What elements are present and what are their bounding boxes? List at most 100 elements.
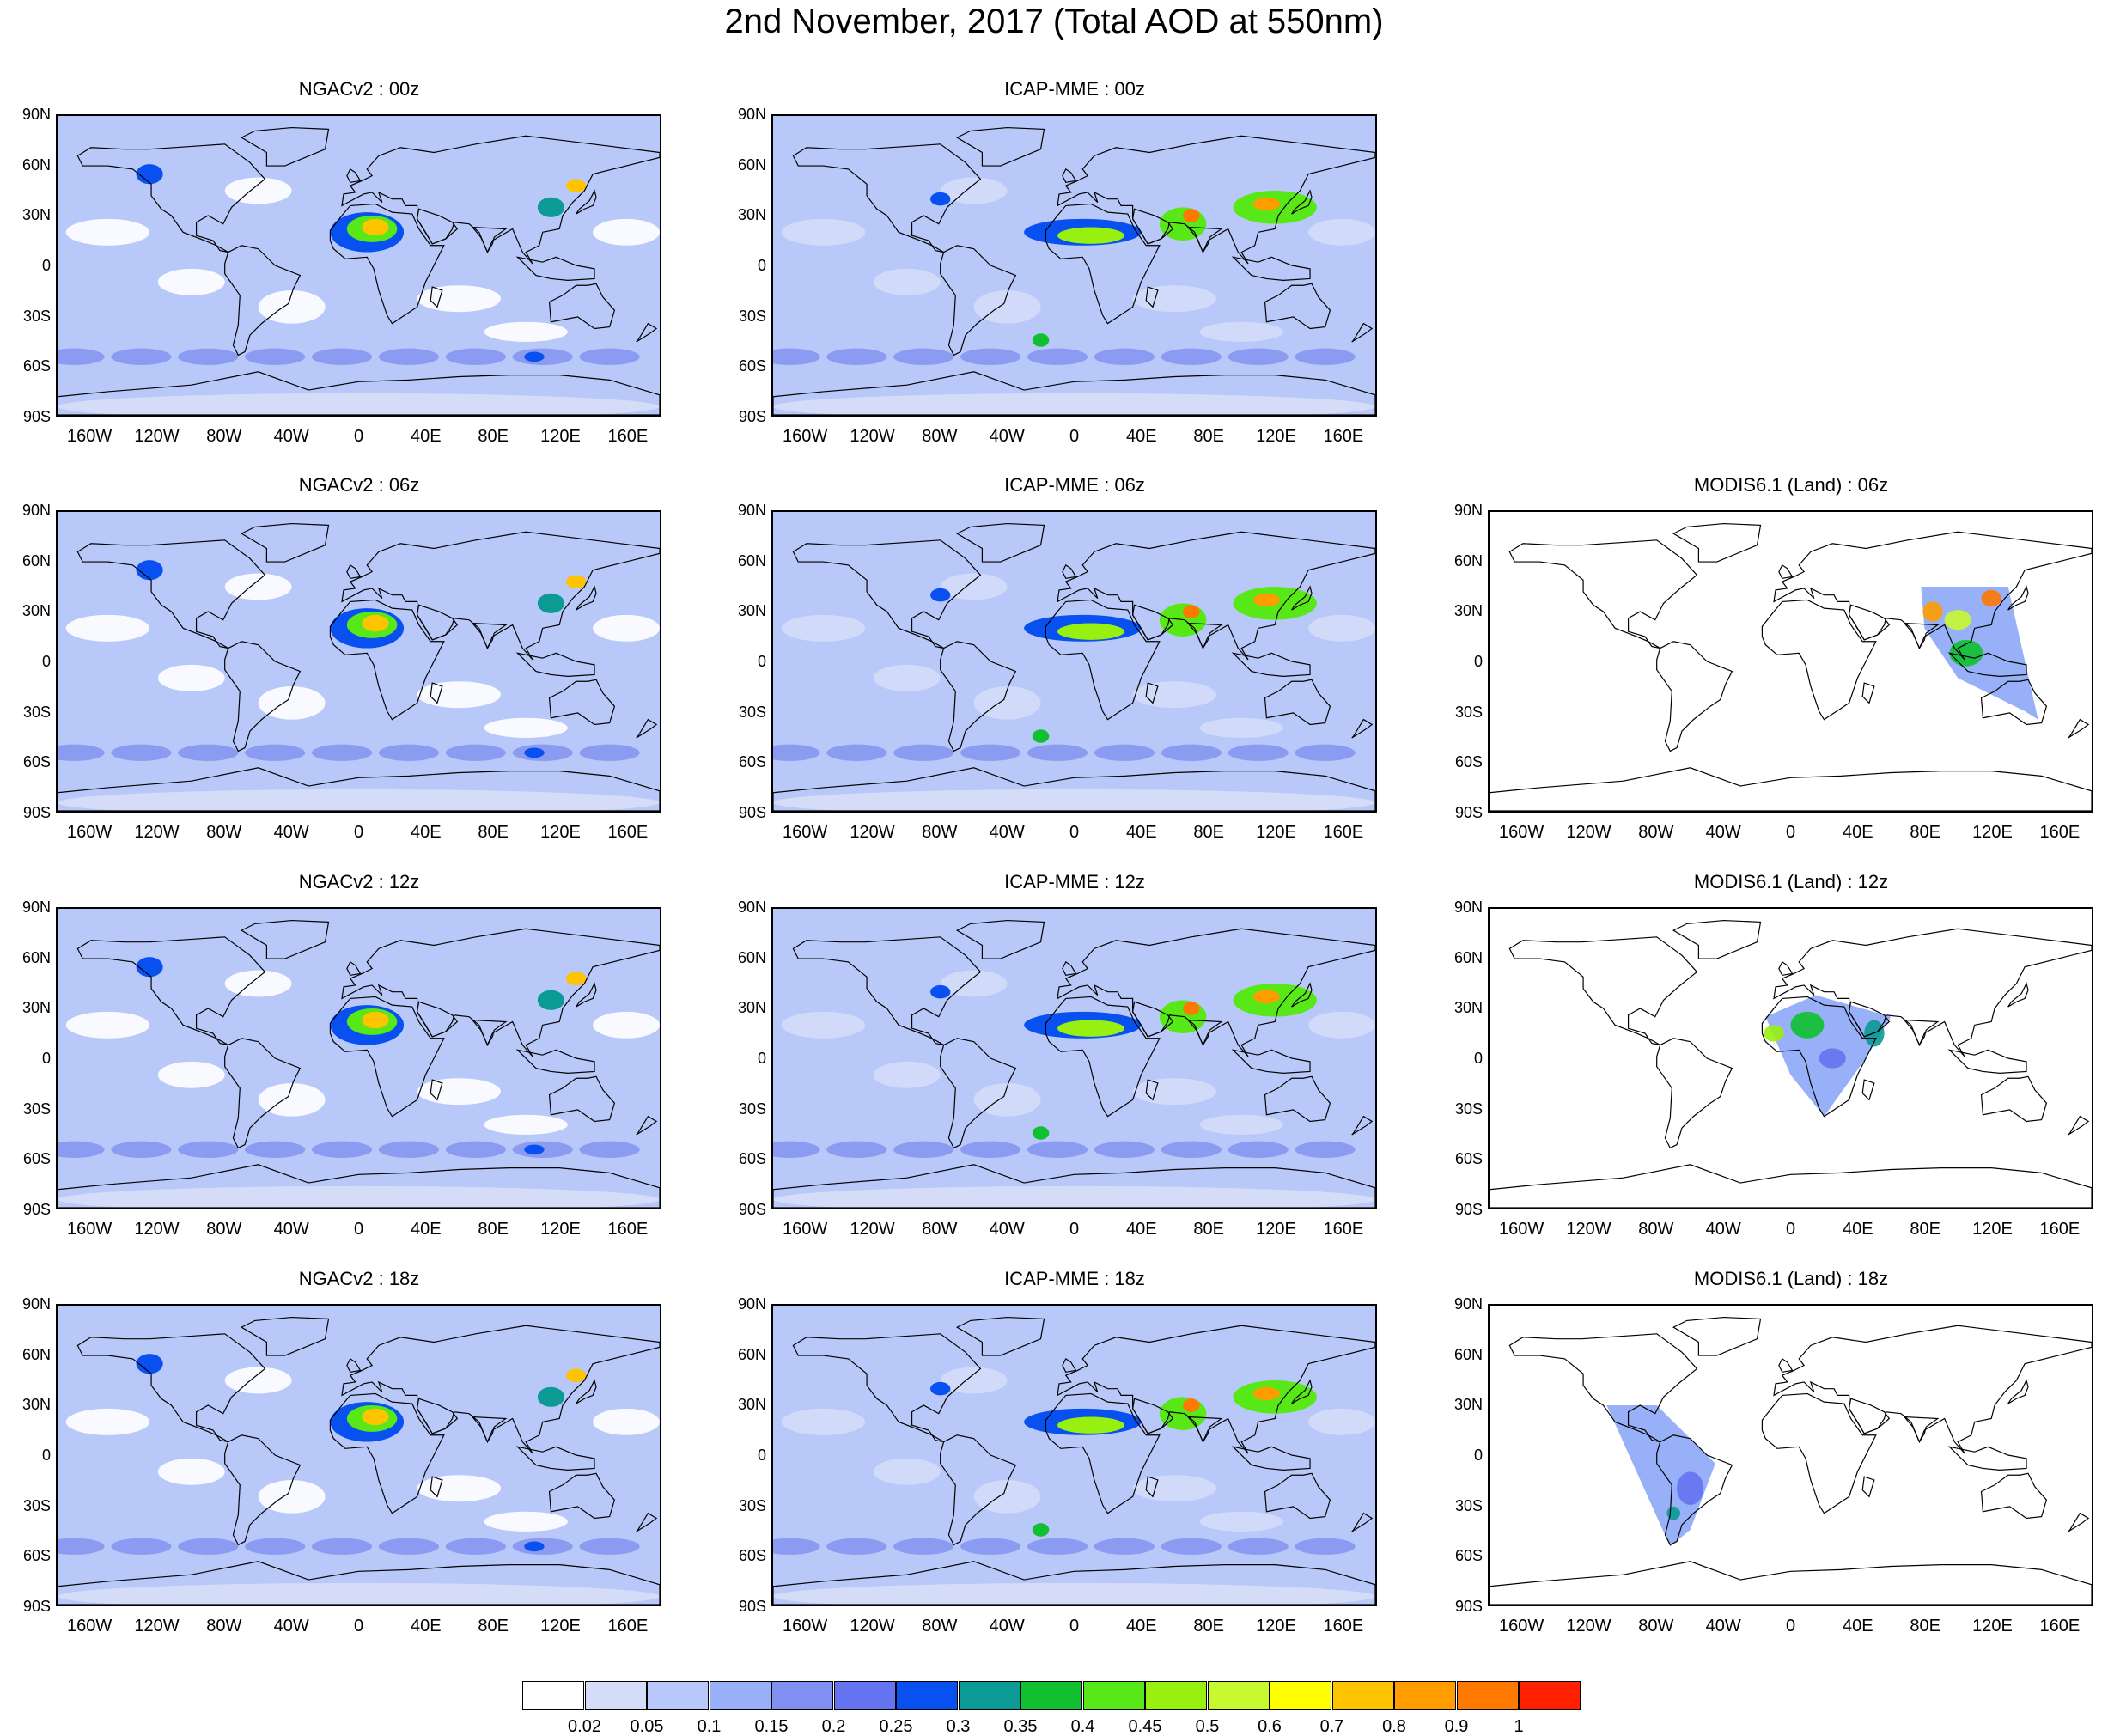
lat-tick-label: 60S — [22, 357, 51, 375]
lon-tick-label: 160E — [607, 1220, 649, 1239]
lon-tick-label: 160E — [1323, 823, 1364, 842]
coastline-greenland — [955, 919, 1045, 959]
lon-tick-label: 120E — [540, 427, 581, 446]
lon-tick-label: 120E — [540, 1617, 581, 1635]
coastline-arabia — [1131, 1001, 1174, 1038]
lat-tick-label: 60S — [1454, 1150, 1483, 1168]
clean-air-region — [65, 218, 150, 246]
clean-air-region — [258, 686, 326, 720]
southern-ocean-aerosol-band — [1228, 1538, 1289, 1555]
colorbar-label: 0.9 — [1444, 1717, 1469, 1736]
southern-ocean-aerosol-band — [1161, 348, 1222, 365]
coastline-africa — [1761, 599, 1877, 721]
coastline-eurasia — [341, 1325, 660, 1454]
lon-tick-label: 80E — [478, 823, 509, 842]
lon-tick-label: 80E — [1910, 1220, 1940, 1239]
lon-tick-label: 80W — [922, 1220, 958, 1239]
coastline-uk — [1778, 564, 1794, 579]
lat-tick-label: 60N — [21, 948, 51, 966]
lat-tick-label: 30N — [21, 1396, 51, 1414]
coastline-greenland — [955, 126, 1045, 167]
clean-air-region — [973, 686, 1041, 720]
lon-tick-label: 0 — [1069, 1220, 1080, 1239]
colorbar-swatch — [1394, 1681, 1456, 1710]
colorbar-label: 0.25 — [879, 1717, 913, 1736]
colorbar-swatch — [709, 1681, 771, 1710]
southern-ocean-aerosol-band — [245, 348, 306, 365]
south-atlantic-feature — [1032, 729, 1050, 743]
lat-tick-label: 60N — [21, 1345, 51, 1363]
lon-tick-label: 0 — [353, 823, 364, 842]
coastline-indonesia — [515, 1049, 595, 1074]
southern-ocean-aerosol-band — [58, 1141, 105, 1158]
panel-title: NGACv2 : 12z — [298, 871, 420, 892]
lat-tick-label: 30S — [1454, 1099, 1483, 1118]
map-panel-modis — [1488, 907, 2093, 1209]
polar-low-aod — [773, 1582, 1375, 1605]
coastline-eurasia — [341, 135, 660, 265]
south-atlantic-feature — [1032, 1126, 1050, 1140]
lon-tick-label: 160W — [67, 1220, 113, 1239]
lon-tick-label: 160E — [1323, 427, 1364, 446]
lon-tick-label: 40E — [1126, 1220, 1157, 1239]
aod-background — [58, 512, 660, 811]
clean-air-region — [781, 1408, 866, 1435]
lon-tick-label: 160W — [783, 1220, 828, 1239]
clean-air-region — [593, 218, 660, 246]
coastline-australia — [1980, 1075, 2048, 1123]
lat-tick-label: 30S — [1454, 703, 1483, 721]
southern-ocean-aerosol-band — [111, 744, 172, 761]
coastline-india — [1903, 622, 1940, 649]
lon-tick-label: 120W — [1566, 823, 1611, 842]
lon-tick-label: 80W — [1638, 823, 1674, 842]
southern-ocean-aerosol-band — [826, 744, 887, 761]
coastline-arabia — [416, 1398, 459, 1434]
polar-low-aod — [58, 1185, 660, 1208]
coastline-arabia — [416, 604, 459, 641]
coastline-antarctica — [1490, 1561, 2092, 1605]
lat-tick-label: 60N — [1453, 1345, 1483, 1363]
panel-title: MODIS6.1 (Land) : 18z — [1693, 1268, 1889, 1289]
colorbar-label: 0.7 — [1319, 1717, 1344, 1736]
lon-tick-label: 160E — [2039, 1617, 2081, 1635]
clean-air-region — [873, 1458, 941, 1485]
aod-background — [773, 909, 1375, 1208]
clean-air-region — [484, 321, 568, 342]
coastline-nz — [636, 1512, 658, 1532]
clean-air-region — [1308, 1408, 1375, 1435]
coastline-arabia — [1848, 604, 1891, 641]
lat-tick-label: 90S — [1454, 1201, 1483, 1218]
lon-tick-label: 80W — [206, 823, 242, 842]
clean-air-region — [1132, 1078, 1217, 1106]
lon-tick-label: 40E — [1843, 823, 1873, 842]
southern-ocean-aerosol-band — [58, 744, 105, 761]
southern-ocean-aerosol-band — [1094, 1141, 1155, 1158]
southern-ocean-aerosol-band — [1027, 744, 1088, 761]
southern-ocean-aerosol-band — [960, 1538, 1021, 1555]
lat-tick-label: 60S — [1454, 1547, 1483, 1565]
coastline-arabia — [416, 1001, 459, 1038]
polar-low-aod — [58, 789, 660, 811]
lon-tick-label: 0 — [1785, 1220, 1796, 1239]
lon-tick-label: 160W — [783, 823, 828, 842]
coastline-australia — [1980, 679, 2048, 726]
us-east-aerosol — [930, 984, 951, 999]
lon-tick-label: 40W — [273, 1220, 309, 1239]
ocean-feature — [524, 747, 545, 758]
southern-ocean-aerosol-band — [1228, 348, 1289, 365]
coastline-arabia — [1848, 1398, 1891, 1434]
lon-tick-label: 40E — [411, 1617, 442, 1635]
clean-air-region — [157, 268, 225, 295]
panel-title: NGACv2 : 06z — [298, 474, 420, 496]
lon-tick-label: 40W — [273, 823, 309, 842]
polar-low-aod — [58, 393, 660, 415]
map-plot — [58, 512, 660, 811]
clean-air-region — [940, 970, 1008, 997]
no-data-background — [1490, 1306, 2092, 1605]
lon-tick-label: 40E — [1843, 1220, 1873, 1239]
coastline-samerica — [940, 641, 1017, 752]
modis-aod-retrieval — [1949, 639, 1983, 667]
southern-ocean-aerosol-band — [1094, 744, 1155, 761]
lat-tick-label: 60N — [737, 948, 766, 966]
southern-ocean-aerosol-band — [178, 1141, 239, 1158]
